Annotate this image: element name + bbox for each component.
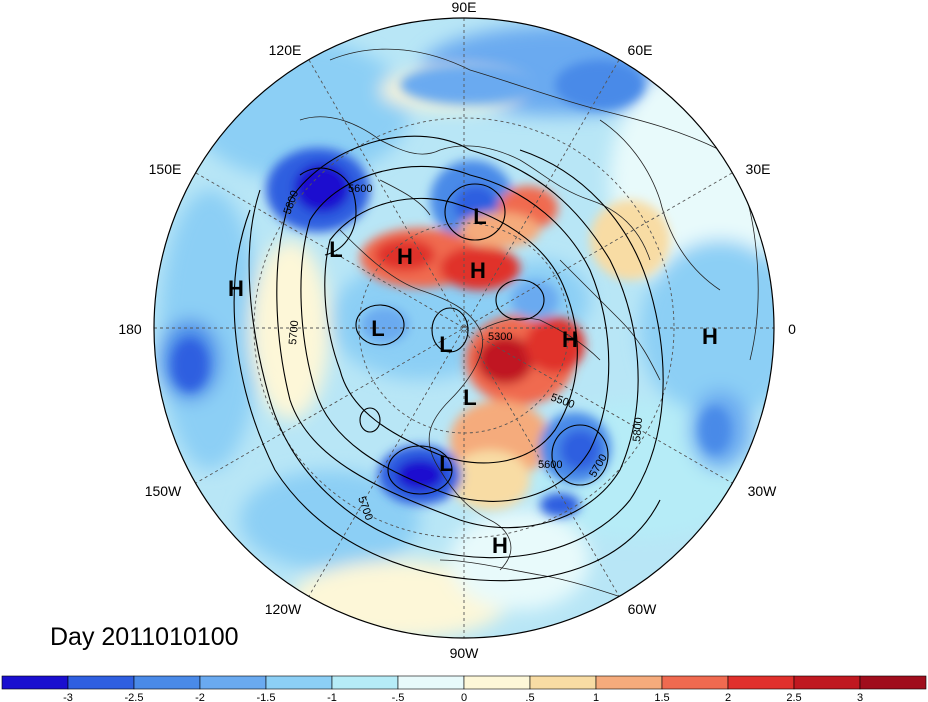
map-title: Day 2011010100 [50, 623, 239, 651]
low-pressure-marker: L [473, 204, 486, 229]
contour-label: 5800 [631, 417, 645, 442]
lon-label-90e: 90E [452, 0, 477, 15]
contour-label: 5600 [538, 459, 562, 471]
colorbar-swatch [793, 675, 861, 690]
colorbar-swatch [661, 675, 729, 690]
lon-label-90w: 90W [450, 645, 480, 661]
high-pressure-marker: H [562, 327, 578, 352]
colorbar-tick-label: 3 [857, 692, 863, 702]
lon-label-120w: 120W [265, 601, 302, 617]
colorbar-swatch [595, 675, 663, 690]
high-pressure-marker: H [702, 324, 718, 349]
colorbar-swatch [859, 675, 927, 690]
lon-label-150e: 150E [149, 161, 182, 177]
contour-label: 5600 [348, 183, 372, 195]
colorbar-tick-label: .5 [525, 692, 534, 702]
colorbar [1, 675, 927, 690]
colorbar-tick-label: -2.5 [125, 692, 144, 702]
low-pressure-marker: L [371, 316, 384, 341]
longitude-labels: 90E 120E 60E 150E 30E 180 0 150W 30W 120… [118, 0, 796, 661]
lon-label-180: 180 [118, 321, 142, 337]
high-pressure-marker: H [492, 533, 508, 558]
colorbar-tick-label: 2.5 [786, 692, 801, 702]
colorbar-tick-label: 0 [461, 692, 467, 702]
low-pressure-marker: L [439, 451, 452, 476]
lon-label-120e: 120E [269, 42, 302, 58]
colorbar-tick-label: -1 [327, 692, 337, 702]
colorbar-swatch [1, 675, 69, 690]
colorbar-tick-label: -.5 [392, 692, 405, 702]
lon-label-60e: 60E [628, 42, 653, 58]
contour-label: 5300 [488, 331, 512, 343]
high-pressure-marker: H [470, 258, 486, 283]
colorbar-tick-label: -2 [195, 692, 205, 702]
graticule [154, 18, 774, 638]
lon-label-30w: 30W [748, 483, 778, 499]
pressure-centers: H L H L H L L H H L L L H [228, 204, 718, 558]
colorbar-swatch [133, 675, 201, 690]
colorbar-swatch [727, 675, 795, 690]
colorbar-swatch [265, 675, 333, 690]
contour-label: 5700 [287, 320, 301, 345]
colorbar-tick-label: 2 [725, 692, 731, 702]
low-pressure-marker: L [463, 385, 476, 410]
low-pressure-marker: L [439, 332, 452, 357]
colorbar-swatch [397, 675, 465, 690]
colorbar-swatch [529, 675, 597, 690]
colorbar-tick-label: 1 [593, 692, 599, 702]
coastlines [299, 48, 759, 601]
lon-label-30e: 30E [746, 161, 771, 177]
low-pressure-marker: L [329, 237, 342, 262]
colorbar-swatch [463, 675, 531, 690]
height-contours [233, 135, 664, 582]
lon-label-0: 0 [788, 321, 796, 337]
high-pressure-marker: H [397, 244, 413, 269]
lon-label-150w: 150W [145, 483, 182, 499]
colorbar-ticks: -3 -2.5 -2 -1.5 -1 -.5 0 .5 1 1.5 2 2.5 3 [63, 692, 863, 702]
colorbar-tick-label: 1.5 [654, 692, 669, 702]
colorbar-swatch [199, 675, 267, 690]
colorbar-tick-label: -1.5 [257, 692, 276, 702]
map-border [153, 17, 775, 639]
colorbar-swatch [67, 675, 135, 690]
high-pressure-marker: H [228, 276, 244, 301]
colorbar-swatch [331, 675, 399, 690]
colorbar-tick-label: -3 [63, 692, 73, 702]
lon-label-60w: 60W [628, 601, 658, 617]
